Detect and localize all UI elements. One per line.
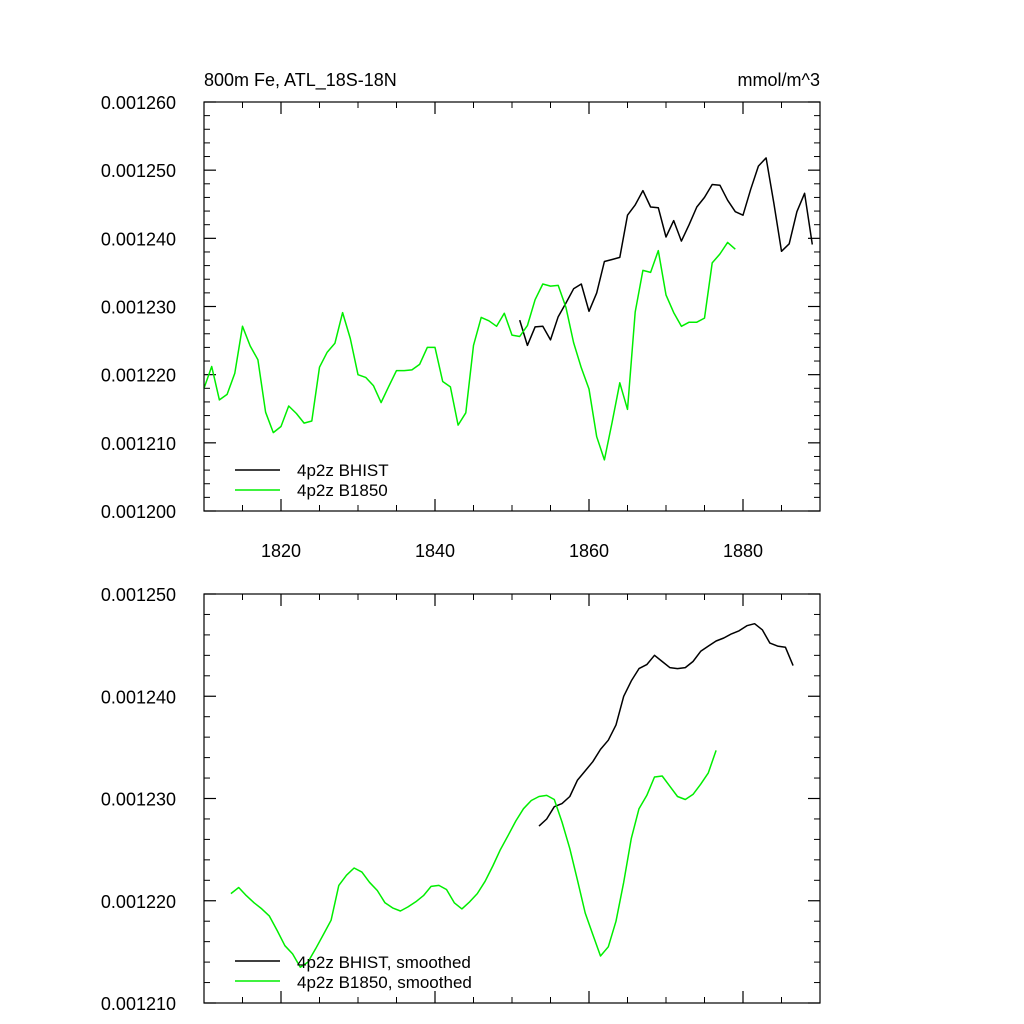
bottom-y-tick-label: 0.001220 xyxy=(101,892,176,912)
bottom-y-tick-label: 0.001230 xyxy=(101,790,176,810)
bottom-legend: 4p2z BHIST, smoothed 4p2z B1850, smoothe… xyxy=(235,953,472,992)
bottom-series xyxy=(230,622,794,968)
top-y-tick-label: 0.001220 xyxy=(101,366,176,386)
top-title: 800m Fe, ATL_18S-18N xyxy=(204,70,397,91)
top-legend-label-b1850: 4p2z B1850 xyxy=(297,481,388,500)
bottom-y-tick-label: 0.001250 xyxy=(101,585,176,605)
bottom-y-tick-label: 0.001210 xyxy=(101,994,176,1014)
bottom-legend-label-b1850: 4p2z B1850, smoothed xyxy=(297,973,472,992)
top-legend-label-bhist: 4p2z BHIST xyxy=(297,461,389,480)
top-y-tick-label: 0.001260 xyxy=(101,93,176,113)
top-y-tick-label: 0.001250 xyxy=(101,161,176,181)
top-grid-ticks: 1820 1840 1860 1880 0.001200 0.001210 0.001220… xyxy=(101,93,820,561)
bottom-series-line-bhist xyxy=(538,622,794,827)
bottom-panel: 0.001210 0.001220 0.001230 0.001240 0.001250… xyxy=(101,585,821,1014)
bottom-y-tick-label: 0.001240 xyxy=(101,687,176,707)
bottom-grid-ticks: 0.001210 0.001220 0.001230 0.001240 0.001250 xyxy=(101,585,820,1014)
top-x-tick-label: 1880 xyxy=(723,541,763,561)
top-panel: 800m Fe, ATL_18S-18N mmol/m^3 1820 1840 18… xyxy=(101,70,821,561)
top-series xyxy=(203,157,814,461)
top-x-tick-label: 1840 xyxy=(415,541,455,561)
top-series-line-b1850 xyxy=(203,241,736,461)
top-series-line-bhist xyxy=(518,157,814,347)
top-legend: 4p2z BHIST 4p2z B1850 xyxy=(235,461,389,500)
top-plot-frame xyxy=(203,101,821,512)
top-units: mmol/m^3 xyxy=(738,70,820,90)
bottom-plot-frame xyxy=(203,593,821,1004)
top-y-tick-label: 0.001230 xyxy=(101,298,176,318)
top-y-tick-label: 0.001210 xyxy=(101,434,176,454)
top-x-tick-label: 1820 xyxy=(261,541,301,561)
top-x-tick-label: 1860 xyxy=(569,541,609,561)
top-y-tick-label: 0.001200 xyxy=(101,502,176,522)
bottom-legend-label-bhist: 4p2z BHIST, smoothed xyxy=(297,953,471,972)
top-y-tick-label: 0.001240 xyxy=(101,229,176,249)
bottom-series-line-b1850 xyxy=(230,750,717,968)
